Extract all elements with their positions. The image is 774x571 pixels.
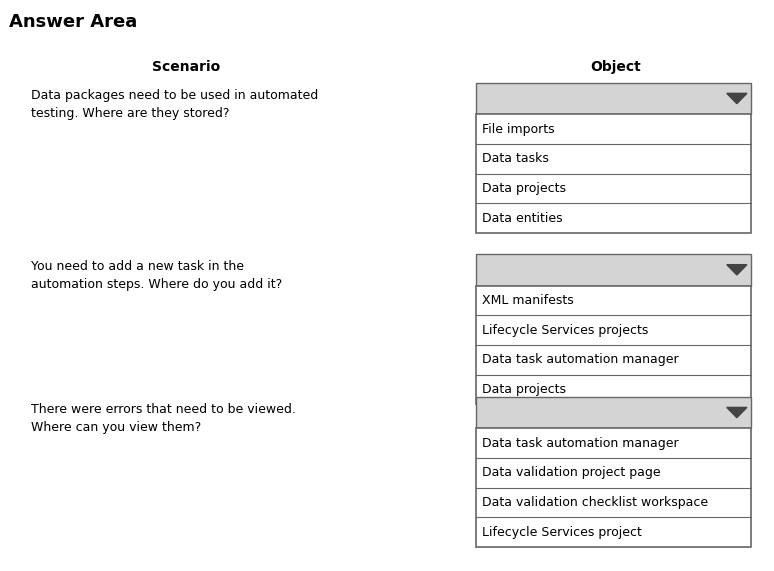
Polygon shape — [727, 408, 747, 418]
Bar — [476, 114, 751, 233]
Polygon shape — [727, 93, 747, 104]
Text: File imports: File imports — [482, 123, 555, 135]
Text: Data validation checklist workspace: Data validation checklist workspace — [482, 496, 708, 509]
Bar — [476, 286, 751, 404]
Text: Data validation project page: Data validation project page — [482, 467, 661, 479]
Text: Answer Area: Answer Area — [9, 13, 138, 31]
Text: Data task automation manager: Data task automation manager — [482, 437, 679, 449]
Polygon shape — [727, 264, 747, 275]
Text: Scenario: Scenario — [152, 60, 220, 74]
Bar — [476, 428, 751, 547]
Text: Lifecycle Services projects: Lifecycle Services projects — [482, 324, 649, 336]
Bar — [476, 254, 751, 286]
Text: There were errors that need to be viewed.
Where can you view them?: There were errors that need to be viewed… — [31, 403, 296, 433]
Text: Object: Object — [590, 60, 641, 74]
Text: Data task automation manager: Data task automation manager — [482, 353, 679, 366]
Bar — [476, 83, 751, 114]
Text: Data tasks: Data tasks — [482, 152, 549, 165]
Text: Data entities: Data entities — [482, 212, 563, 224]
Text: Data projects: Data projects — [482, 182, 567, 195]
Bar — [476, 397, 751, 428]
Text: Lifecycle Services project: Lifecycle Services project — [482, 526, 642, 538]
Text: Data projects: Data projects — [482, 383, 567, 396]
Text: XML manifests: XML manifests — [482, 294, 574, 307]
Text: Data packages need to be used in automated
testing. Where are they stored?: Data packages need to be used in automat… — [31, 89, 318, 119]
Text: You need to add a new task in the
automation steps. Where do you add it?: You need to add a new task in the automa… — [31, 260, 283, 291]
